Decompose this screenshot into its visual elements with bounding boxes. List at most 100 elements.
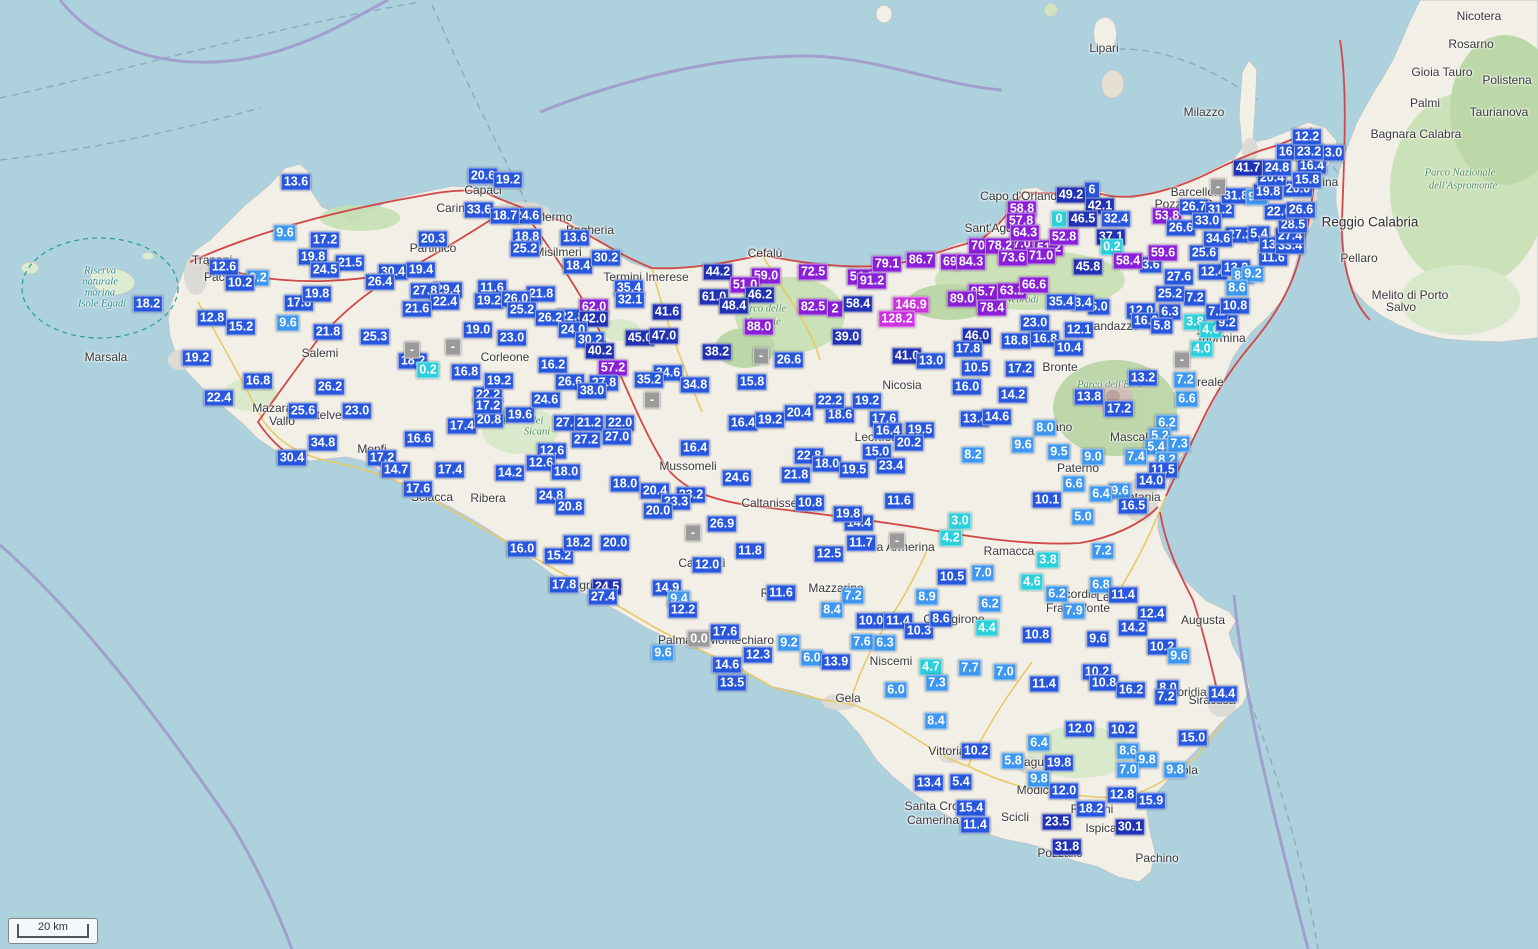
station-value-label[interactable]: 34.6 [1202,230,1234,248]
station-value-label[interactable]: 16.4 [727,414,759,432]
station-value-label[interactable]: 11.7 [846,534,876,552]
station-value-label[interactable]: 19.6 [504,406,536,424]
station-value-label[interactable]: 27.6 [1163,268,1195,286]
station-value-label[interactable]: 20.0 [642,502,674,520]
station-value-label[interactable]: 6.3 [873,634,897,652]
station-value-label[interactable]: 16.4 [679,439,711,457]
station-marker-empty[interactable]: - [685,524,701,542]
station-value-label[interactable]: 33.0 [1191,212,1223,230]
station-value-label[interactable]: 19.2 [181,349,213,367]
station-value-label[interactable]: 18.2 [1075,800,1107,818]
station-value-label[interactable]: 21.8 [312,323,344,341]
station-value-label[interactable]: 12.8 [1106,786,1138,804]
station-value-label[interactable]: 19.5 [838,461,870,479]
station-value-label[interactable]: 19.8 [301,285,333,303]
station-marker-empty[interactable]: - [889,532,905,550]
station-value-label[interactable]: 26.2 [534,309,566,327]
station-value-label[interactable]: 14.2 [997,386,1029,404]
station-value-label[interactable]: 82.5 [797,298,829,316]
station-value-label[interactable]: 71.0 [1025,247,1057,265]
station-value-label[interactable]: 91.2 [856,272,888,290]
station-value-label[interactable]: 146.9 [892,296,930,314]
station-value-label[interactable]: 5.0 [1071,508,1095,526]
station-value-label[interactable]: 17.2 [1103,400,1135,418]
station-value-label[interactable]: 14.2 [494,464,526,482]
station-value-label[interactable]: 24.6 [530,391,562,409]
station-value-label[interactable]: 17.4 [434,461,466,479]
station-value-label[interactable]: 17.8 [548,576,580,594]
station-value-label[interactable]: 47.0 [648,327,680,345]
station-value-label[interactable]: 88.0 [743,318,775,336]
station-value-label[interactable]: 40.2 [584,342,616,360]
station-value-label[interactable]: 6 [1084,181,1100,199]
station-value-label[interactable]: 42.1 [1084,197,1116,215]
station-value-label[interactable]: 13.5 [716,674,748,692]
station-value-label[interactable]: 16.0 [951,378,983,396]
station-value-label[interactable]: 9.6 [651,644,675,662]
station-value-label[interactable]: 3.0 [948,512,972,530]
station-value-label[interactable]: 12.5 [813,545,845,563]
station-value-label[interactable]: 41.6 [651,303,683,321]
station-value-label[interactable]: 23.0 [1019,314,1051,332]
station-value-label[interactable]: 11.6 [884,492,914,510]
station-value-label[interactable]: 9.6 [1086,630,1110,648]
station-value-label[interactable]: 6.4 [1089,485,1113,503]
station-value-label[interactable]: 44.2 [702,263,734,281]
station-value-label[interactable]: 38.0 [576,382,608,400]
station-value-label[interactable]: 12.4 [1197,263,1229,281]
station-value-label[interactable]: 22.0 [604,414,636,432]
station-value-label[interactable]: 48.4 [718,297,750,315]
station-value-label[interactable]: 12.6 [525,454,557,472]
station-value-label[interactable]: 9.6 [276,314,300,332]
station-value-label[interactable]: 24.8 [1261,159,1293,177]
station-value-label[interactable]: 12.2 [1291,128,1323,146]
station-value-label[interactable]: 11.4 [1029,675,1059,693]
station-value-label[interactable]: 3.8 [1036,551,1060,569]
station-value-label[interactable]: 128.2 [878,310,916,328]
station-value-label[interactable]: 8.4 [820,601,844,619]
station-value-label[interactable]: 17.2 [472,397,504,415]
station-value-label[interactable]: 0.0 [687,630,711,648]
station-value-label[interactable]: 30.4 [276,449,308,467]
station-value-label[interactable]: 19.4 [405,261,437,279]
station-value-label[interactable]: 13.8 [1073,388,1105,406]
station-value-label[interactable]: 10.0 [855,612,887,630]
station-value-label[interactable]: 22.4 [203,389,235,407]
station-value-label[interactable]: 12.0 [1064,720,1096,738]
station-marker-empty[interactable]: - [404,341,420,359]
station-value-label[interactable]: 17.6 [709,623,741,641]
station-value-label[interactable]: 26.6 [773,351,805,369]
station-value-label[interactable]: 26.7 [1178,198,1210,216]
station-value-label[interactable]: 14.6 [981,408,1013,426]
station-value-label[interactable]: 5.8 [1150,317,1174,335]
station-value-label[interactable]: 11.8 [735,542,765,560]
station-value-label[interactable]: 12.0 [1048,782,1080,800]
station-value-label[interactable]: 6.2 [1155,414,1179,432]
station-value-label[interactable]: 27.0 [601,428,633,446]
station-value-label[interactable]: 7.2 [841,587,865,605]
station-value-label[interactable]: 10.8 [794,494,826,512]
station-value-label[interactable]: 15.2 [225,318,257,336]
station-value-label[interactable]: 25.2 [1154,285,1186,303]
station-value-label[interactable]: 5.8 [1001,752,1025,770]
station-value-label[interactable]: 4.4 [975,619,999,637]
station-value-label[interactable]: 23.0 [341,402,373,420]
station-value-label[interactable]: 8.0 [1033,419,1057,437]
station-value-label[interactable]: 15.8 [1291,171,1323,189]
station-value-label[interactable]: 25.2 [506,301,538,319]
station-value-label[interactable]: 18.2 [562,534,594,552]
station-value-label[interactable]: 14.4 [1207,685,1239,703]
station-value-label[interactable]: 6.4 [1027,734,1051,752]
station-value-label[interactable]: 15.8 [736,373,768,391]
station-value-label[interactable]: 17.4 [446,417,478,435]
station-value-label[interactable]: 16.2 [537,356,569,374]
station-value-label[interactable]: 20.6 [467,167,499,185]
station-value-label[interactable]: 7.4 [1124,448,1148,466]
station-value-label[interactable]: 13.0 [915,352,947,370]
station-value-label[interactable]: 20.0 [599,534,631,552]
station-value-label[interactable]: 10.2 [1107,721,1139,739]
station-value-label[interactable]: 8.9 [915,588,939,606]
station-value-label[interactable]: 6.3 [1158,303,1182,321]
station-value-label[interactable]: 17.8 [952,340,984,358]
